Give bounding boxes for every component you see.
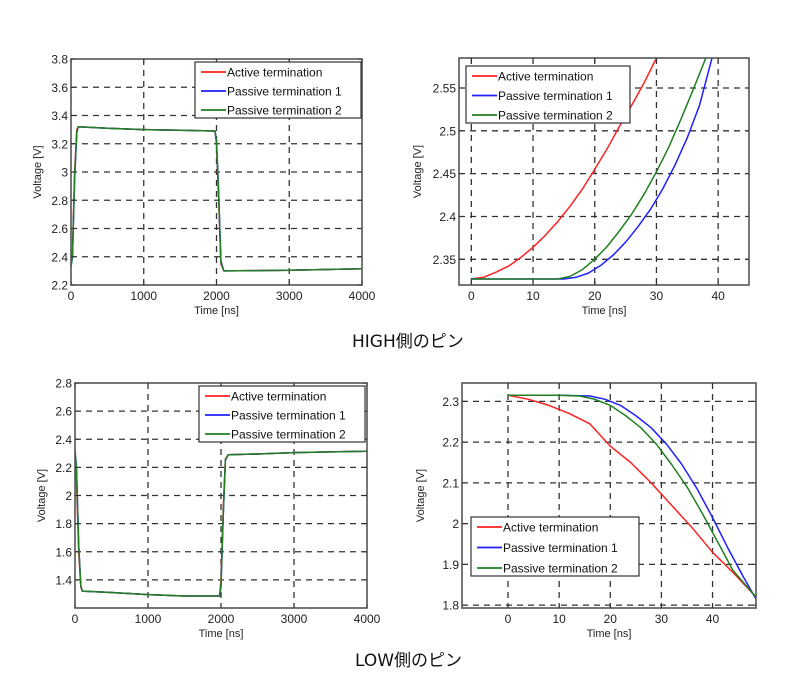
y-axis-label: Voltage [V] (415, 469, 427, 522)
x-axis-label: Time [ns] (194, 305, 239, 317)
y-tick-label: 2 (452, 517, 459, 531)
x-tick-label: 40 (706, 612, 720, 626)
series-line-passive2 (508, 394, 756, 598)
x-tick-label: 10 (552, 612, 566, 626)
y-tick-label: 2.2 (55, 461, 72, 475)
x-tick-label: 0 (68, 289, 75, 303)
x-axis-label: Time [ns] (587, 628, 632, 640)
x-tick-label: 3000 (276, 289, 303, 303)
x-axis-label: Time [ns] (199, 628, 244, 640)
y-tick-label: 2.35 (433, 253, 457, 267)
y-tick-label: 3.6 (51, 81, 68, 95)
x-tick-label: 3000 (281, 612, 308, 626)
y-tick-label: 3.4 (51, 109, 68, 123)
y-tick-label: 1.8 (442, 599, 459, 613)
chart-low-zoom: 0 10 20 30 40 1.8 1.9 2 2.1 2.2 2.3 Time [ns] Voltag… (415, 382, 757, 640)
x-tick-label: 30 (650, 289, 664, 303)
y-tick-label: 2.3 (442, 395, 459, 409)
legend-box (470, 516, 640, 577)
legend: Active termination Passive termination 1 P… (465, 65, 631, 124)
y-axis-label: Voltage [V] (412, 145, 424, 198)
legend-label: Passive termination 1 (231, 409, 346, 423)
y-tick-label: 1.6 (55, 545, 72, 559)
series-line-passive2 (71, 126, 362, 272)
series-line-passive2 (471, 58, 707, 280)
x-tick-label: 0 (72, 612, 79, 626)
legend: Active termination Passive termination 1 P… (198, 385, 366, 443)
chart-low-full: 0 1000 2000 3000 4000 1.4 1.6 1.8 2 2.2 2.4 2.6 2.8 T… (36, 377, 381, 641)
legend-label: Active termination (231, 390, 326, 404)
y-tick-label: 2.2 (442, 436, 459, 450)
y-tick-label: 2.45 (433, 167, 457, 181)
x-tick-label: 2000 (208, 612, 235, 626)
x-tick-label: 4000 (349, 289, 376, 303)
caption-low: LOW側のピン (355, 651, 463, 671)
y-tick-label: 2.6 (55, 405, 72, 419)
legend-label: Active termination (227, 66, 322, 80)
y-axis-label: Voltage [V] (36, 469, 48, 522)
y-tick-label: 2.4 (51, 250, 68, 264)
x-tick-label: 4000 (354, 612, 381, 626)
series-line-passive2 (75, 450, 367, 597)
y-tick-label: 2.8 (51, 194, 68, 208)
y-tick-label: 2.1 (442, 476, 459, 490)
plot-frame (458, 57, 750, 286)
y-tick-label: 3 (61, 166, 68, 180)
x-tick-label: 30 (655, 612, 669, 626)
y-tick-label: 1.9 (442, 558, 459, 572)
x-tick-label: 2000 (203, 289, 230, 303)
chart-high-zoom: 0 10 20 30 40 2.35 2.4 2.45 2.5 2.55 Time [ns] Volt… (412, 57, 750, 317)
legend-label: Passive termination 2 (231, 428, 346, 442)
legend: Active termination Passive termination 1 P… (194, 61, 362, 119)
y-tick-label: 2.4 (439, 210, 456, 224)
x-tick-label: 10 (526, 289, 540, 303)
y-axis-label: Voltage [V] (32, 145, 44, 198)
legend-label: Passive termination 1 (498, 89, 613, 103)
y-tick-label: 2.8 (55, 377, 72, 391)
series-line-active (507, 394, 756, 598)
legend-label: Passive termination 2 (503, 562, 618, 576)
plot-frame (461, 382, 757, 609)
x-tick-label: 1000 (135, 612, 162, 626)
legend-label: Active termination (503, 521, 598, 535)
legend-label: Passive termination 2 (227, 104, 342, 118)
legend-label: Passive termination 1 (503, 541, 618, 555)
legend-label: Passive termination 2 (498, 109, 613, 123)
y-tick-label: 3.2 (51, 137, 68, 151)
y-tick-label: 2.4 (55, 433, 72, 447)
y-tick-label: 2.2 (51, 279, 68, 293)
series-line-passive1 (508, 394, 756, 600)
x-tick-label: 40 (711, 289, 725, 303)
x-tick-label: 0 (505, 612, 512, 626)
chart-high-full: 0 1000 2000 3000 4000 2.2 2.4 2.6 2.8 3 3.2 3.4 3.6 3… (32, 53, 376, 318)
y-tick-label: 2.55 (433, 81, 457, 95)
y-tick-label: 3.8 (51, 53, 68, 67)
y-tick-label: 2.6 (51, 222, 68, 236)
y-tick-label: 1.4 (55, 573, 72, 587)
series-line-passive1 (471, 58, 713, 280)
x-tick-label: 0 (468, 289, 475, 303)
x-tick-label: 20 (588, 289, 602, 303)
y-tick-label: 2.5 (439, 124, 456, 138)
legend-label: Passive termination 1 (227, 85, 342, 99)
x-tick-label: 1000 (130, 289, 157, 303)
caption-high: HIGH側のピン (352, 332, 464, 352)
x-tick-label: 20 (604, 612, 618, 626)
x-axis-label: Time [ns] (582, 305, 627, 317)
legend-label: Active termination (498, 70, 593, 84)
legend: Active termination Passive termination 1 P… (470, 516, 640, 577)
y-tick-label: 1.8 (55, 517, 72, 531)
y-tick-label: 2 (65, 489, 72, 503)
